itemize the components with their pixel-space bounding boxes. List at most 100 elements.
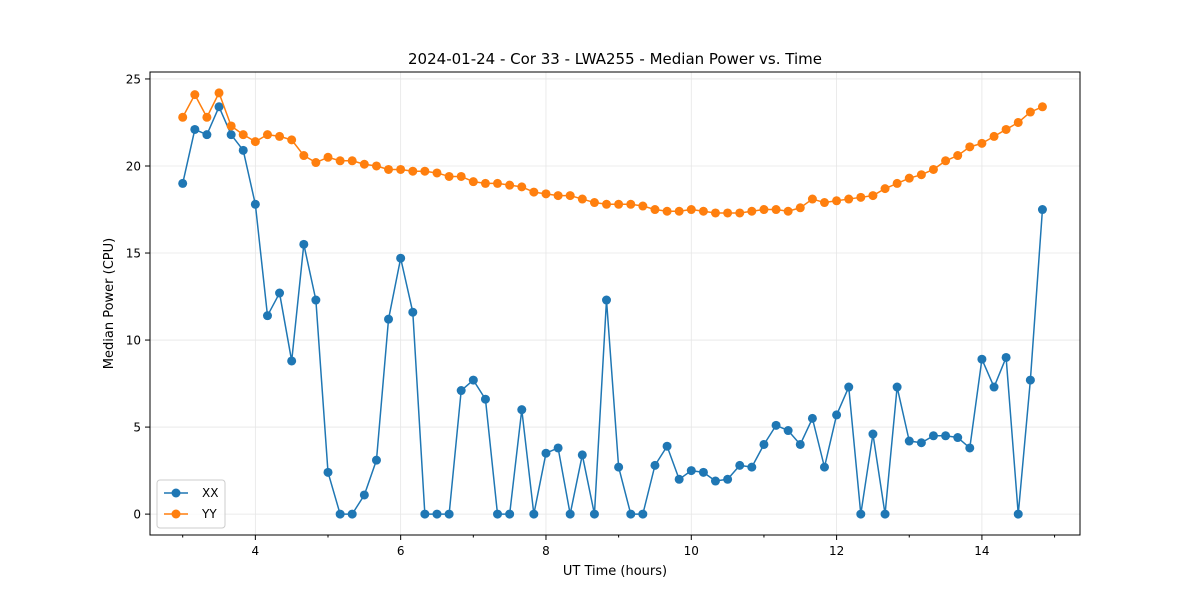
data-point-yy — [347, 156, 357, 166]
data-point-yy — [420, 166, 430, 176]
data-point-xx — [977, 354, 987, 364]
data-point-xx — [226, 130, 236, 140]
data-point-xx — [904, 436, 914, 446]
data-point-yy — [892, 178, 902, 188]
data-point-yy — [408, 166, 418, 176]
data-point-yy — [686, 205, 696, 215]
x-tick-label: 8 — [542, 544, 550, 558]
data-point-yy — [868, 191, 878, 201]
data-point-xx — [783, 426, 793, 436]
data-point-xx — [371, 455, 381, 465]
data-point-xx — [505, 509, 515, 519]
data-point-yy — [880, 184, 890, 194]
x-tick-label: 12 — [829, 544, 844, 558]
data-point-yy — [299, 151, 309, 161]
data-point-yy — [856, 192, 866, 202]
y-axis-label: Median Power (CPU) — [102, 238, 117, 369]
data-point-yy — [747, 206, 757, 216]
data-point-yy — [250, 137, 260, 147]
data-point-xx — [880, 509, 890, 519]
data-point-yy — [1025, 107, 1035, 117]
legend-marker-xx — [171, 488, 181, 498]
data-point-xx — [953, 433, 963, 443]
data-point-xx — [965, 443, 975, 453]
data-point-xx — [819, 462, 829, 472]
data-point-xx — [190, 124, 200, 134]
data-point-yy — [456, 171, 466, 181]
y-tick-label: 20 — [126, 159, 141, 173]
data-point-yy — [202, 112, 212, 122]
data-point-yy — [819, 198, 829, 208]
data-point-yy — [710, 208, 720, 218]
data-point-yy — [529, 187, 539, 197]
x-tick-label: 14 — [974, 544, 989, 558]
data-point-xx — [299, 239, 309, 249]
legend: XX YY — [156, 479, 226, 529]
data-point-yy — [698, 206, 708, 216]
data-point-yy — [432, 168, 442, 178]
x-axis-label: UT Time (hours) — [563, 564, 667, 579]
data-point-yy — [662, 206, 672, 216]
data-point-xx — [710, 476, 720, 486]
data-point-xx — [323, 467, 333, 477]
y-tick-label: 0 — [133, 508, 141, 522]
data-point-yy — [638, 201, 648, 211]
data-point-xx — [311, 295, 321, 305]
data-point-xx — [262, 311, 272, 321]
data-point-xx — [202, 130, 212, 140]
data-point-yy — [275, 131, 285, 141]
data-point-xx — [529, 509, 539, 519]
y-tick-label: 5 — [133, 421, 141, 435]
data-point-xx — [480, 394, 490, 404]
data-point-xx — [238, 145, 248, 155]
data-point-xx — [384, 314, 394, 324]
data-point-yy — [323, 152, 333, 162]
data-point-xx — [759, 439, 769, 449]
data-point-yy — [602, 199, 611, 209]
data-point-xx — [589, 509, 599, 519]
y-tick-label: 10 — [126, 334, 141, 348]
data-point-xx — [638, 509, 648, 519]
plot-frame — [149, 71, 1081, 536]
data-point-xx — [892, 382, 902, 392]
x-tick-label: 4 — [252, 544, 260, 558]
x-axis: 4 6 8 10 12 14 — [182, 535, 1056, 558]
data-point-xx — [287, 356, 297, 366]
data-point-yy — [589, 198, 599, 208]
data-point-yy — [759, 205, 769, 215]
data-point-yy — [505, 180, 515, 190]
data-point-xx — [1013, 509, 1023, 519]
data-point-yy — [359, 159, 369, 169]
data-point-xx — [275, 288, 285, 298]
data-point-xx — [686, 466, 696, 476]
data-point-xx — [626, 509, 636, 519]
data-point-xx — [989, 382, 999, 392]
data-point-xx — [602, 295, 611, 305]
data-point-xx — [1037, 205, 1047, 215]
data-point-xx — [650, 460, 660, 470]
data-point-xx — [735, 460, 745, 470]
data-point-yy — [650, 205, 660, 215]
data-point-yy — [844, 194, 854, 204]
data-point-yy — [674, 206, 684, 216]
data-point-yy — [614, 199, 624, 209]
data-point-yy — [783, 206, 793, 216]
data-point-yy — [989, 131, 999, 141]
data-point-yy — [577, 194, 587, 204]
data-point-xx — [1025, 375, 1035, 385]
data-point-xx — [916, 438, 926, 448]
data-point-xx — [662, 441, 672, 451]
data-point-xx — [577, 450, 587, 460]
data-point-yy — [565, 191, 575, 201]
data-point-yy — [735, 208, 745, 218]
data-point-xx — [795, 439, 805, 449]
data-point-xx — [456, 386, 466, 396]
legend-marker-yy — [171, 509, 181, 519]
data-point-xx — [941, 431, 951, 441]
data-point-yy — [928, 164, 938, 174]
data-point-xx — [868, 429, 878, 439]
data-point-yy — [287, 135, 297, 145]
data-point-yy — [807, 194, 817, 204]
data-point-yy — [723, 208, 733, 218]
data-point-yy — [771, 205, 781, 215]
